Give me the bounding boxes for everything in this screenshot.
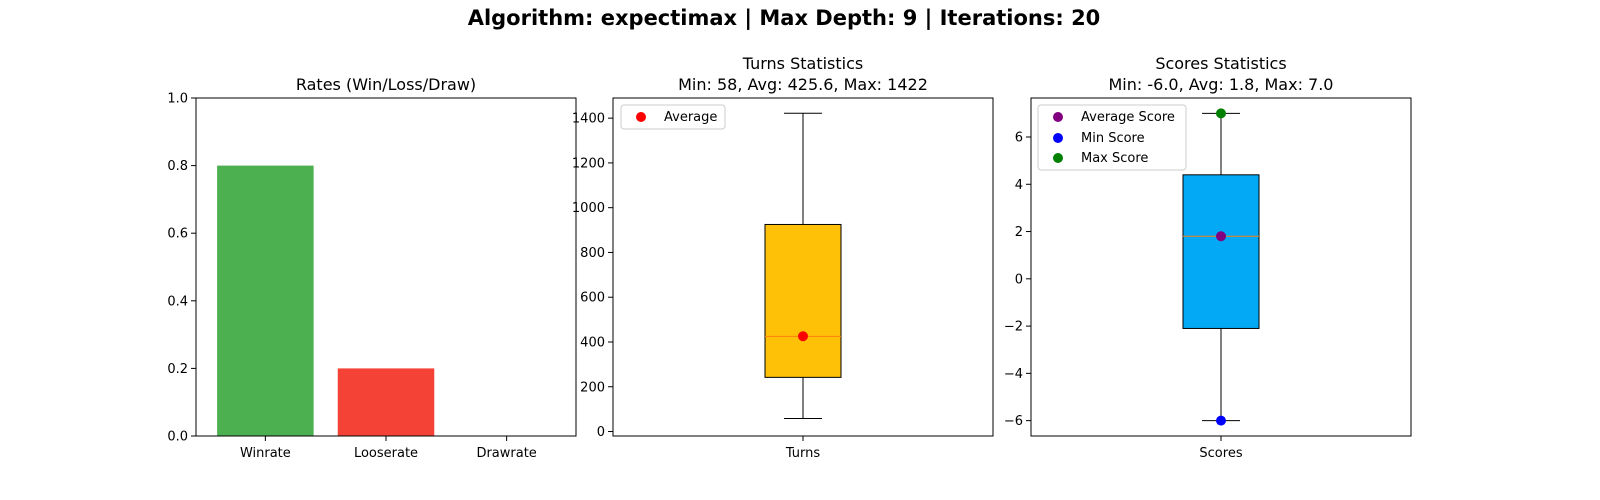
scores-ytick-label: −6 xyxy=(1004,414,1023,429)
turns-xtick-label: Turns xyxy=(785,446,821,461)
scores-legend: Average Score Min Score Max Score xyxy=(1037,104,1187,171)
scores-ytick-label: 6 xyxy=(1015,131,1023,146)
rates-chart: Rates (Win/Loss/Draw) 0.0 0.2 0.4 0.6 0.8 1.0… xyxy=(167,75,577,462)
scores-legend-min-label: Min Score xyxy=(1081,131,1145,146)
rates-ytick-label: 0.0 xyxy=(167,430,188,445)
turns-ytick-label: 1000 xyxy=(572,201,605,216)
scores-chart-marks: −6 −4 −2 0 2 4 6 Scores xyxy=(1004,108,1260,461)
turns-ytick-label: 800 xyxy=(580,246,605,261)
rates-ytick-label: 0.6 xyxy=(167,227,188,242)
scores-ytick-label: 2 xyxy=(1015,225,1023,240)
scores-box xyxy=(1182,174,1260,329)
rates-xtick-label: Drawrate xyxy=(476,446,536,461)
rates-ytick-label: 0.2 xyxy=(167,362,188,377)
turns-chart-frame xyxy=(612,97,994,437)
turns-ytick-label: 1200 xyxy=(572,156,605,171)
scores-legend-average-marker xyxy=(1053,112,1063,122)
turns-legend: Average xyxy=(620,104,726,130)
turns-ytick-label: 600 xyxy=(580,291,605,306)
turns-chart-marks: 0 200 400 600 800 1000 1200 1400 Turns xyxy=(572,112,842,461)
rates-ytick-label: 0.8 xyxy=(167,159,188,174)
turns-legend-average-label: Average xyxy=(664,110,717,125)
scores-point-min-score xyxy=(1216,415,1226,426)
turns-ytick-label: 1400 xyxy=(572,112,605,127)
scores-legend-max-label: Max Score xyxy=(1081,151,1148,166)
rates-chart-marks: 0.0 0.2 0.4 0.6 0.8 1.0 Winrate Looserate Drawra… xyxy=(167,92,537,462)
scores-chart: Scores Statistics Min: -6.0, Avg: 1.8, M… xyxy=(1004,54,1412,461)
scores-legend-average-label: Average Score xyxy=(1081,110,1175,125)
scores-point-average-score xyxy=(1216,231,1226,242)
turns-chart-title-line2: Min: 58, Avg: 425.6, Max: 1422 xyxy=(678,75,928,94)
rates-chart-title: Rates (Win/Loss/Draw) xyxy=(296,75,476,94)
turns-chart-title-line1: Turns Statistics xyxy=(742,54,863,73)
scores-chart-title-line1: Scores Statistics xyxy=(1155,54,1286,73)
rates-ytick-label: 0.4 xyxy=(167,294,188,309)
turns-ytick-label: 0 xyxy=(597,425,605,440)
turns-point-average xyxy=(798,331,808,342)
rates-bar-looserate xyxy=(337,368,435,436)
scores-ytick-label: 0 xyxy=(1015,272,1023,287)
turns-ytick-label: 400 xyxy=(580,335,605,350)
figure-suptitle: Algorithm: expectimax | Max Depth: 9 | I… xyxy=(468,6,1101,31)
scores-legend-box xyxy=(1037,104,1187,171)
scores-chart-title-line2: Min: -6.0, Avg: 1.8, Max: 7.0 xyxy=(1109,75,1334,94)
scores-ytick-label: −4 xyxy=(1004,367,1023,382)
scores-ytick-label: −2 xyxy=(1004,320,1023,335)
scores-legend-min-marker xyxy=(1053,133,1063,143)
rates-chart-frame xyxy=(195,97,577,437)
turns-legend-box xyxy=(620,104,726,130)
scores-xtick-label: Scores xyxy=(1199,446,1242,461)
scores-point-max-score xyxy=(1216,108,1226,119)
scores-chart-frame xyxy=(1030,97,1412,437)
rates-bar-winrate xyxy=(217,165,314,436)
turns-legend-average-marker xyxy=(636,112,646,122)
rates-xtick-label: Winrate xyxy=(240,446,291,461)
rates-ytick-label: 1.0 xyxy=(167,92,188,107)
turns-box xyxy=(764,223,842,378)
turns-chart: Turns Statistics Min: 58, Avg: 425.6, Ma… xyxy=(572,54,994,461)
rates-xtick-label: Looserate xyxy=(354,446,418,461)
scores-legend-max-marker xyxy=(1053,153,1063,163)
turns-ytick-label: 200 xyxy=(580,380,605,395)
scores-ytick-label: 4 xyxy=(1015,178,1023,193)
